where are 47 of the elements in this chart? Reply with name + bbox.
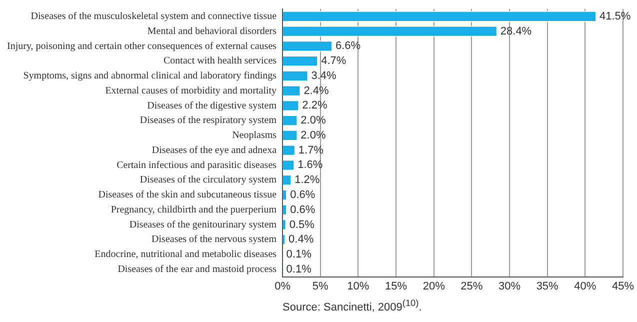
data-label: 2.0% xyxy=(300,129,326,142)
x-tick-label: 25% xyxy=(460,280,483,292)
x-tick-label: 0% xyxy=(274,280,291,292)
x-tick-label: 15% xyxy=(385,280,408,292)
y-tick-label: Certain infectious and parasitic diseases xyxy=(116,160,277,171)
y-tick-label: Symptoms, signs and abnormal clinical and laboratory findings xyxy=(23,70,277,82)
y-tick-label: Diseases of the skin and subcutaneous tissue xyxy=(98,190,278,201)
source-note: Source: Sancinetti, 2009$^{(10)}$. xyxy=(282,298,422,314)
data-label: 28.4% xyxy=(500,25,532,38)
data-label: 2.2% xyxy=(302,100,328,112)
y-tick-label: Pregnancy, childbirth and the puerperium xyxy=(110,204,277,216)
x-tick-label: 20% xyxy=(422,280,446,292)
y-tick-label: External causes of morbidity and mortality xyxy=(105,85,277,96)
x-tick-label: 30% xyxy=(498,280,521,292)
x-tick-label: 45% xyxy=(612,280,634,292)
x-tick-label: 40% xyxy=(574,280,596,292)
data-label: 0.6% xyxy=(290,189,316,202)
y-tick-label: Diseases of the circulatory system xyxy=(140,174,277,186)
x-tick-label: 35% xyxy=(536,280,559,292)
y-tick-label: Diseases of the eye and adnexa xyxy=(152,144,278,156)
y-tick-label: Injury, poisoning and certain other consequences of external causes xyxy=(7,40,277,52)
y-tick-label: Mental and behavioral disorders xyxy=(147,26,277,37)
y-tick-label: Diseases of the ear and mastoid process xyxy=(118,264,277,275)
data-label: 0.1% xyxy=(286,263,312,276)
x-tick-label: 10% xyxy=(347,280,370,292)
y-tick-label: Neoplasms xyxy=(232,130,277,142)
data-label: 1.2% xyxy=(294,174,320,186)
data-label: 0.5% xyxy=(289,218,315,231)
y-tick-label: Diseases of the genitourinary system xyxy=(129,219,277,230)
x-tick-label: 5% xyxy=(312,280,329,292)
data-label: 4.7% xyxy=(321,55,346,68)
y-tick-label: Diseases of the musculoskeletal system and connective tissue xyxy=(30,11,278,22)
y-tick-label: Diseases of the nervous system xyxy=(152,234,277,246)
data-label: 0.6% xyxy=(290,204,316,216)
data-label: 6.6% xyxy=(335,40,361,52)
data-label: 41.5% xyxy=(600,10,631,22)
data-label: 3.4% xyxy=(311,70,337,82)
data-label: 0.4% xyxy=(288,234,314,246)
y-tick-label: Endocrine, nutritional and metabolic diseases xyxy=(94,249,277,260)
data-label: 1.6% xyxy=(298,159,323,172)
data-label: 1.7% xyxy=(298,144,324,156)
y-tick-label: Diseases of the digestive system xyxy=(147,100,277,112)
y-tick-label: Diseases of the respiratory system xyxy=(140,115,277,126)
data-label: 2.4% xyxy=(304,84,329,97)
data-label: 0.1% xyxy=(286,248,312,261)
y-tick-label: Contact with health services xyxy=(164,56,277,67)
data-label: 2.0% xyxy=(300,114,326,127)
